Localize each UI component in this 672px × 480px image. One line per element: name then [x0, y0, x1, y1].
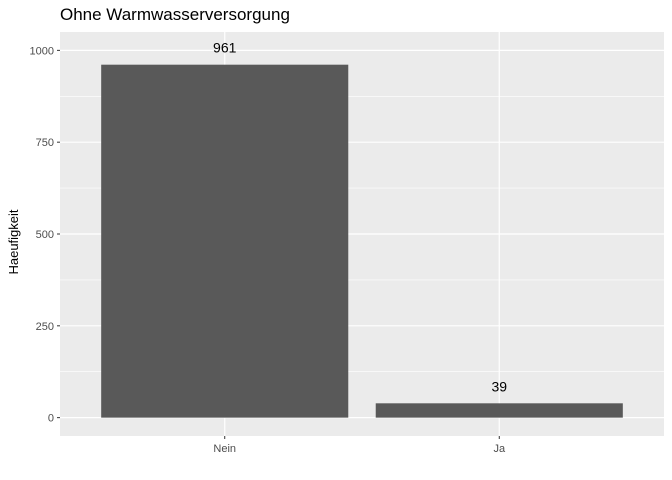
bar-nein: [101, 64, 349, 418]
y-tick-label: 1000: [30, 45, 54, 57]
bar-ja: [375, 403, 623, 418]
chart-title: Ohne Warmwasserversorgung: [60, 5, 290, 24]
y-tick-label: 0: [48, 413, 54, 425]
y-axis-title: Haeufigkeit: [6, 209, 21, 274]
bars: [101, 64, 623, 418]
y-axis: 0 250 500 750 1000: [30, 45, 60, 425]
y-tick-label: 250: [36, 321, 54, 333]
x-tick-label: Ja: [493, 443, 506, 455]
data-label: 39: [491, 378, 507, 394]
data-label: 961: [213, 40, 237, 56]
x-tick-label: Nein: [213, 443, 236, 455]
y-tick-label: 750: [36, 137, 54, 149]
x-axis: Nein Ja: [213, 436, 506, 455]
y-tick-label: 500: [36, 229, 54, 241]
data-labels: 961 39: [213, 40, 507, 395]
